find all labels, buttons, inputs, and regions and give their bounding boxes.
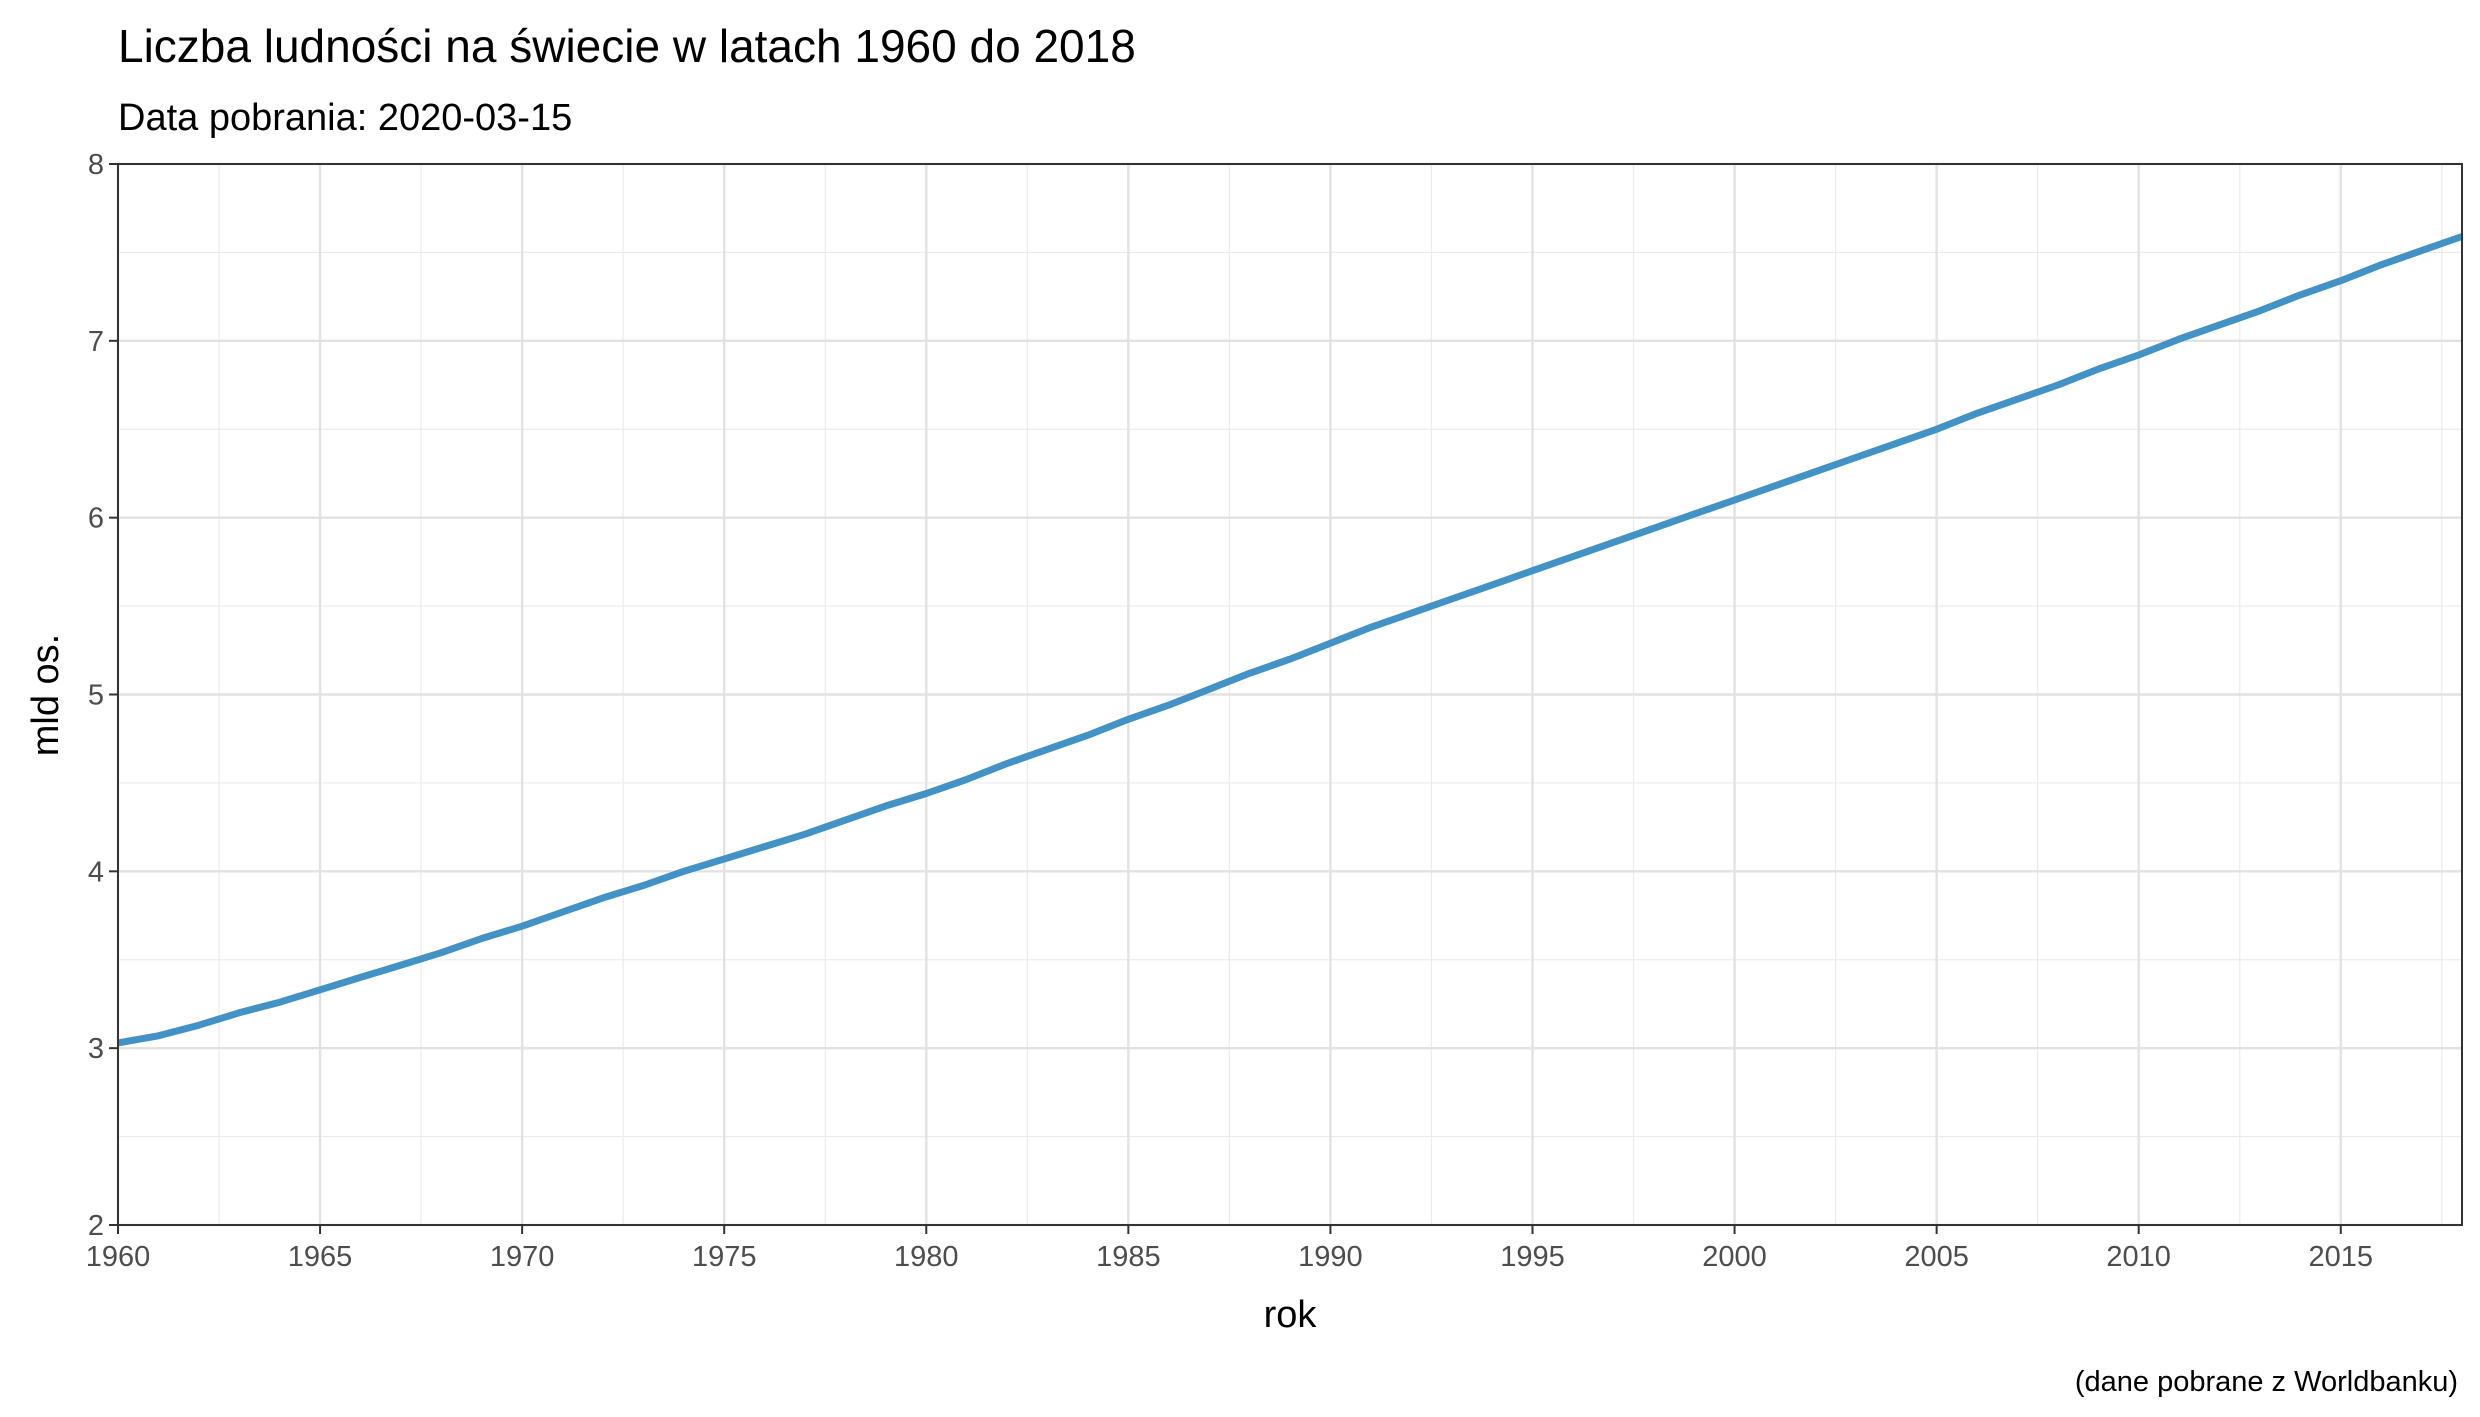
y-tick-label: 7 (88, 326, 104, 358)
chart-subtitle: Data pobrania: 2020-03-15 (118, 97, 572, 139)
y-tick-label: 2 (88, 1210, 104, 1242)
x-tick-label: 2015 (2309, 1241, 2374, 1273)
x-tick-label: 2010 (2106, 1241, 2171, 1273)
x-tick-label: 2000 (1702, 1241, 1767, 1273)
y-tick-label: 8 (88, 149, 104, 181)
data-layer (117, 233, 2464, 1047)
x-axis: 1960 1965 1970 1975 1980 1985 1990 1995 2000 2005… (86, 1225, 2373, 1273)
y-tick-label: 4 (88, 856, 104, 888)
x-tick-label: 1980 (894, 1241, 959, 1273)
chart-caption: (dane pobrane z Worldbanku) (2075, 1366, 2458, 1398)
y-tick-label: 5 (88, 680, 104, 712)
y-axis: 2 3 4 5 6 7 8 (88, 149, 118, 1242)
x-tick-label: 1970 (490, 1241, 555, 1273)
x-tick-label: 1990 (1298, 1241, 1363, 1273)
x-tick-label: 1995 (1500, 1241, 1565, 1273)
x-tick-label: 1985 (1096, 1241, 1161, 1273)
chart-title: Liczba ludności na świecie w latach 1960… (118, 20, 1136, 72)
series-line (117, 233, 2464, 1047)
grid-lines (116, 162, 2462, 1227)
x-tick-label: 1960 (86, 1241, 151, 1273)
x-axis-title: rok (1264, 1294, 1318, 1336)
x-tick-label: 2005 (1904, 1241, 1969, 1273)
x-tick-label: 1965 (288, 1241, 353, 1273)
y-tick-label: 3 (88, 1033, 104, 1065)
y-axis-title: mld os. (25, 634, 67, 756)
x-tick-label: 1975 (692, 1241, 757, 1273)
y-tick-label: 6 (88, 503, 104, 535)
